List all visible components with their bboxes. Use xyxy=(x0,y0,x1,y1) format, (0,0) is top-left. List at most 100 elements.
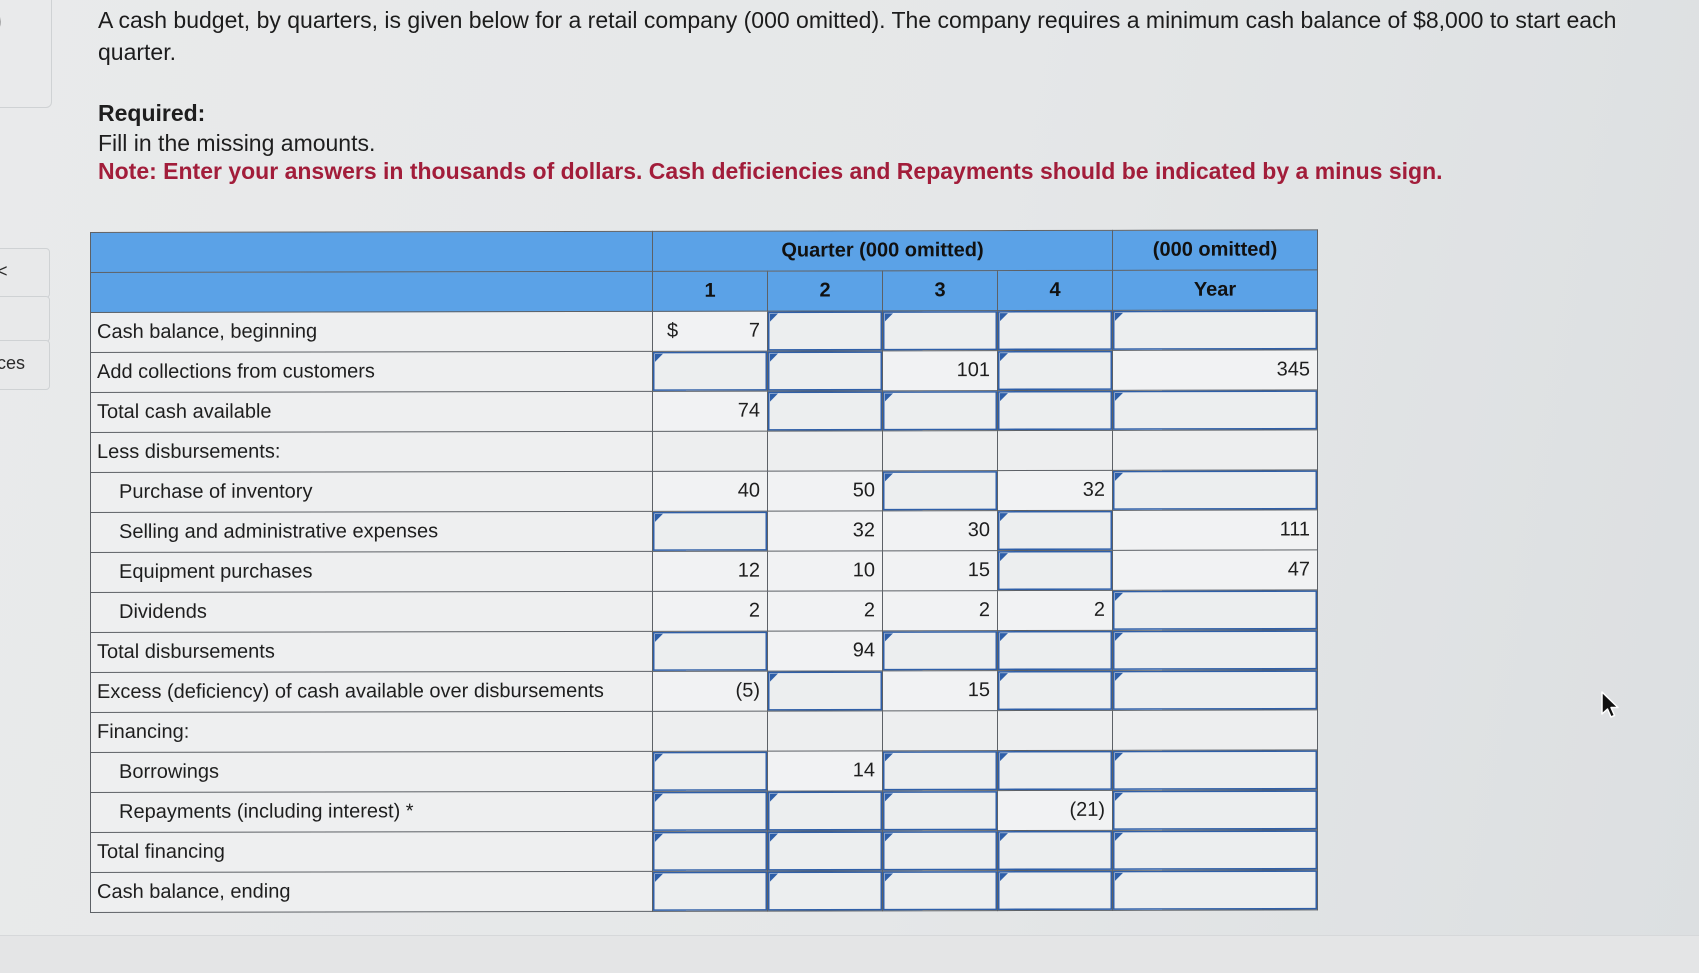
side-nav-item-label: < xyxy=(0,261,8,281)
cell-q3: 30 xyxy=(882,510,998,551)
input-q3[interactable] xyxy=(882,870,998,911)
input-year[interactable] xyxy=(1112,749,1318,791)
side-nav-item-label: ces xyxy=(0,353,26,373)
cell-value: 7 xyxy=(748,319,760,342)
side-nav-item[interactable]: < xyxy=(0,248,50,298)
header-row-top: Quarter (000 omitted) (000 omitted) xyxy=(90,229,1318,273)
side-nav-item-blank[interactable] xyxy=(0,296,50,342)
dollar-sign: $ xyxy=(667,319,679,342)
cell-q1: $7 xyxy=(652,311,768,352)
input-year[interactable] xyxy=(1112,789,1318,831)
side-nav-item[interactable]: ces xyxy=(0,340,50,390)
input-q3[interactable] xyxy=(882,830,998,871)
input-q4[interactable] xyxy=(997,670,1113,711)
cell-q3: 15 xyxy=(882,670,998,711)
header-year: Year xyxy=(1112,269,1318,311)
input-q4[interactable] xyxy=(997,830,1113,871)
mouse-pointer-icon xyxy=(1601,691,1619,718)
input-q4[interactable] xyxy=(997,310,1113,351)
cell-empty xyxy=(997,430,1113,471)
row-label: Financing: xyxy=(90,711,653,753)
input-year[interactable] xyxy=(1112,309,1318,351)
input-q3[interactable] xyxy=(882,790,998,831)
row-label: Borrowings xyxy=(90,751,653,793)
cell-q1: 12 xyxy=(652,551,768,592)
cell-q2: 94 xyxy=(767,630,883,672)
header-q2: 2 xyxy=(767,270,883,312)
input-q2[interactable] xyxy=(767,830,883,872)
input-q4[interactable] xyxy=(997,350,1113,391)
input-q4[interactable] xyxy=(997,750,1113,791)
cell-empty xyxy=(1112,709,1318,751)
row-label: Cash balance, beginning xyxy=(90,311,653,353)
input-q1[interactable] xyxy=(652,511,768,552)
row-label: Add collections from customers xyxy=(90,351,653,393)
input-year[interactable] xyxy=(1112,589,1318,631)
table-row: Total cash available 74 xyxy=(90,389,1318,433)
input-q1[interactable] xyxy=(652,351,768,392)
cell-q1: 74 xyxy=(652,391,768,432)
input-year[interactable] xyxy=(1112,669,1318,711)
table-row: Add collections from customers 101 345 xyxy=(90,349,1318,393)
input-q3[interactable] xyxy=(882,630,998,671)
table-row: Equipment purchases 12 10 15 47 xyxy=(90,549,1318,593)
input-q2[interactable] xyxy=(767,790,883,832)
table-row: Borrowings 14 xyxy=(90,749,1318,793)
required-text: Fill in the missing amounts. xyxy=(98,130,376,156)
cell-q4: 32 xyxy=(997,470,1113,511)
input-q3[interactable] xyxy=(882,310,998,351)
input-q3[interactable] xyxy=(882,470,998,511)
table-row: Purchase of inventory 40 50 32 xyxy=(90,469,1318,513)
input-year[interactable] xyxy=(1112,469,1318,511)
row-label: Total financing xyxy=(90,831,653,873)
header-q1: 1 xyxy=(652,271,768,312)
header-label-blank xyxy=(90,231,653,273)
input-q4[interactable] xyxy=(997,510,1113,551)
input-q1[interactable] xyxy=(652,871,768,912)
row-label: Less disbursements: xyxy=(90,431,653,473)
input-q4[interactable] xyxy=(997,630,1113,671)
table-row: Excess (deficiency) of cash available ov… xyxy=(90,669,1318,713)
input-q2[interactable] xyxy=(767,670,883,712)
cell-year: 345 xyxy=(1112,349,1318,391)
cell-q4: 2 xyxy=(997,590,1113,631)
row-label: Selling and administrative expenses xyxy=(90,511,653,553)
input-q1[interactable] xyxy=(652,751,768,792)
input-q2[interactable] xyxy=(767,350,883,392)
cell-empty xyxy=(1112,429,1318,471)
input-q4[interactable] xyxy=(997,390,1113,431)
row-label: Equipment purchases xyxy=(90,551,653,593)
row-label: Repayments (including interest) * xyxy=(90,791,653,833)
cell-year: 111 xyxy=(1112,509,1318,551)
input-q3[interactable] xyxy=(882,390,998,431)
input-year[interactable] xyxy=(1112,829,1318,871)
problem-intro: A cash budget, by quarters, is given bel… xyxy=(98,7,1617,65)
table-row: Less disbursements: xyxy=(90,429,1318,473)
input-q3[interactable] xyxy=(882,750,998,791)
row-label: Cash balance, ending xyxy=(90,871,653,913)
input-year[interactable] xyxy=(1112,869,1318,911)
input-q2[interactable] xyxy=(767,390,883,432)
input-q4[interactable] xyxy=(997,870,1113,911)
input-q4[interactable] xyxy=(997,550,1113,591)
input-year[interactable] xyxy=(1112,629,1318,671)
input-q2[interactable] xyxy=(767,870,883,912)
input-year[interactable] xyxy=(1112,389,1318,431)
cell-q2: 2 xyxy=(767,590,883,632)
cell-empty xyxy=(882,430,998,471)
table-row: Dividends 2 2 2 2 xyxy=(90,589,1318,633)
cell-empty xyxy=(767,430,883,472)
cell-empty xyxy=(997,710,1113,751)
side-panel-brace: ) xyxy=(0,0,2,42)
input-q1[interactable] xyxy=(652,791,768,832)
header-row-bottom: 1 2 3 4 Year xyxy=(90,269,1318,313)
input-q1[interactable] xyxy=(652,631,768,672)
table-row: Selling and administrative expenses 32 3… xyxy=(90,509,1318,553)
cell-q1: (5) xyxy=(652,671,768,712)
row-label: Total cash available xyxy=(90,391,653,433)
input-q1[interactable] xyxy=(652,831,768,872)
cell-q1: 40 xyxy=(652,471,768,512)
input-q2[interactable] xyxy=(767,310,883,352)
side-panel-card[interactable]: ) xyxy=(0,0,52,108)
